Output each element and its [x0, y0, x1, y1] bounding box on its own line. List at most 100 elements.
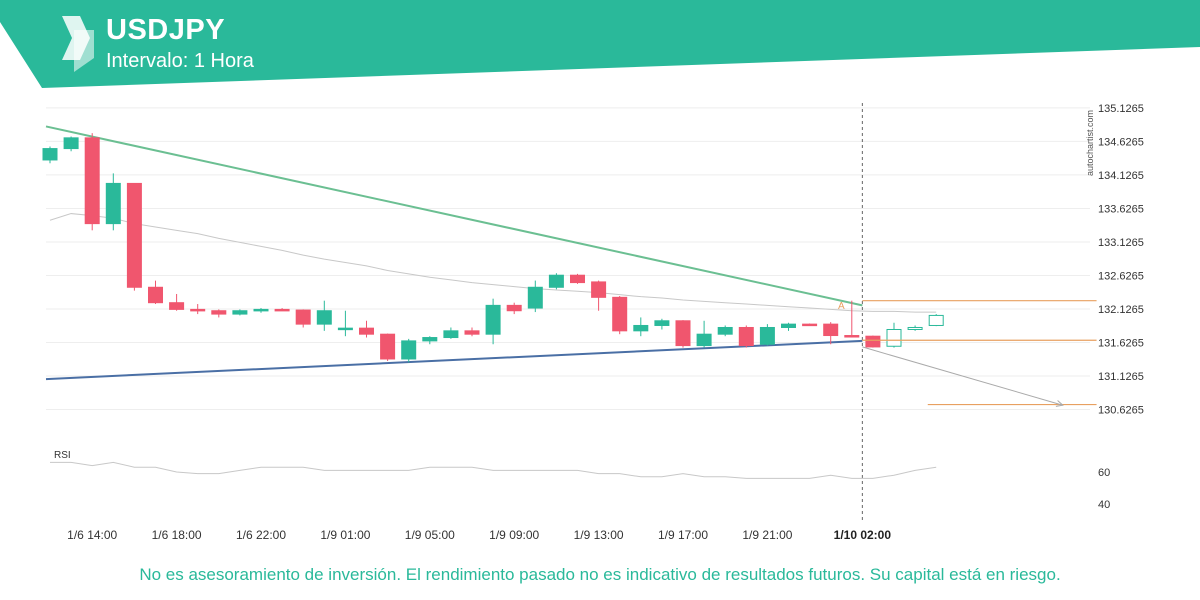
y-axis: 135.1265 134.6265 134.1265 133.6265 133.1265…	[1098, 103, 1144, 417]
trend-lines	[45, 103, 863, 520]
disclaimer: No es asesoramiento de inversión. El ren…	[139, 565, 1061, 584]
x-tick-label: 1/6 22:00	[236, 528, 286, 542]
pattern-marker-label: A	[838, 301, 845, 312]
candle	[359, 320, 374, 338]
watermark: autochartist.com	[1085, 110, 1095, 176]
candle-body	[548, 274, 564, 288]
x-tick-label: 1/9 01:00	[320, 528, 370, 542]
candle	[570, 273, 585, 284]
candle	[928, 314, 944, 327]
candle	[253, 308, 269, 313]
candle	[696, 320, 712, 348]
rsi-tick-label: 60	[1098, 467, 1110, 479]
candle-body	[717, 326, 733, 335]
candle-body	[190, 308, 206, 312]
projection-line	[862, 346, 1063, 406]
candle-body	[654, 320, 670, 326]
y-tick-label: 132.6265	[1098, 270, 1144, 282]
x-tick-label: 1/9 09:00	[489, 528, 539, 542]
grid	[46, 107, 1090, 410]
price-chart: 135.1265 134.6265 134.1265 133.6265 133.1265…	[42, 103, 1144, 542]
rsi-line	[50, 461, 937, 479]
candle	[105, 173, 121, 231]
brand-logo-icon	[62, 16, 94, 72]
candle-body	[591, 281, 607, 298]
candle	[337, 310, 353, 337]
candle	[274, 308, 290, 312]
y-tick-label: 132.1265	[1098, 304, 1144, 316]
candle	[675, 320, 691, 348]
candle-body	[105, 182, 121, 225]
candle	[63, 136, 79, 152]
candle-body	[759, 326, 775, 345]
y-tick-label: 133.6265	[1098, 203, 1144, 215]
candle	[464, 327, 480, 337]
x-tick-label: 1/9 17:00	[658, 528, 708, 542]
candle	[84, 133, 100, 231]
candle	[781, 322, 796, 331]
candle	[401, 338, 417, 363]
candle-body	[295, 309, 311, 325]
candle-body	[527, 286, 543, 309]
candle	[316, 300, 332, 331]
candle	[190, 304, 206, 315]
rsi-label: RSI	[54, 450, 71, 461]
candle	[295, 309, 311, 328]
resistance-line	[45, 125, 863, 307]
x-tick-label: 1/9 13:00	[574, 528, 624, 542]
candle-body	[380, 333, 396, 360]
candle-body	[84, 137, 100, 225]
symbol-title: USDJPY	[106, 14, 226, 46]
x-tick-label: 1/6 14:00	[67, 528, 117, 542]
candle-body	[570, 274, 585, 284]
candle-body	[865, 335, 881, 348]
y-tick-label: 131.6265	[1098, 337, 1144, 349]
rsi-tick-label: 40	[1098, 499, 1110, 511]
header-banner	[0, 0, 1200, 88]
candle	[232, 309, 248, 316]
candle	[759, 324, 775, 346]
candle-body	[675, 320, 691, 347]
projection-arrowhead	[1055, 400, 1064, 407]
candle	[844, 300, 860, 338]
candle-body	[781, 323, 796, 328]
support-line	[45, 339, 863, 381]
candle-body	[907, 326, 923, 330]
candle	[654, 318, 670, 330]
candle	[886, 322, 902, 348]
candle	[169, 293, 185, 311]
rsi-panel: 60 40	[50, 461, 1110, 511]
ma-line	[49, 213, 937, 313]
candle	[738, 325, 754, 348]
candle	[591, 280, 607, 311]
candle	[802, 323, 818, 327]
candle-body	[738, 326, 754, 347]
candle-body	[126, 182, 142, 288]
candle	[380, 333, 396, 361]
candle	[506, 302, 522, 315]
candles	[42, 133, 944, 363]
candle-body	[42, 148, 58, 161]
candle-body	[823, 323, 839, 337]
candle	[548, 273, 564, 290]
candle-body	[485, 304, 501, 335]
candle-body	[844, 335, 860, 338]
candle	[422, 336, 438, 345]
price-levels	[862, 300, 1097, 407]
moving-average	[49, 213, 937, 313]
candle-body	[464, 330, 480, 335]
candle-body	[401, 340, 417, 360]
y-tick-label: 131.1265	[1098, 371, 1144, 383]
candle-body	[802, 323, 818, 327]
candle	[612, 295, 628, 335]
candle-body	[359, 327, 374, 335]
candle	[443, 327, 459, 339]
candle	[527, 280, 543, 313]
y-tick-label: 133.1265	[1098, 237, 1144, 249]
y-tick-label: 134.1265	[1098, 170, 1144, 182]
candle	[717, 325, 733, 337]
candle-body	[316, 310, 332, 325]
header-background	[0, 0, 1200, 88]
candle	[823, 322, 839, 345]
candle-body	[63, 137, 79, 150]
